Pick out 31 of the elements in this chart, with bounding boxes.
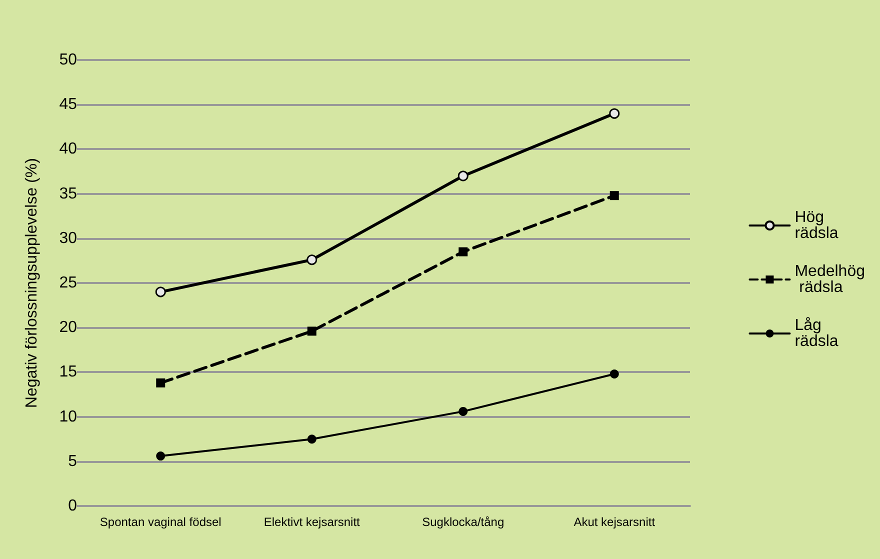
y-tick-label: 20 (59, 319, 78, 336)
y-tick-label: 15 (59, 364, 78, 381)
y-tick-label: 30 (59, 230, 78, 247)
legend-label: Medelhög rädsla (794, 263, 866, 296)
point (609, 108, 620, 119)
y-tick-label: 10 (59, 408, 78, 426)
point (307, 434, 316, 444)
point (458, 247, 468, 256)
point (610, 369, 619, 378)
y-tick-label: 45 (59, 96, 78, 114)
point (156, 452, 166, 461)
y-tick-label: 35 (59, 185, 78, 202)
point (155, 286, 166, 298)
point (307, 326, 316, 336)
y-axis-title: Negativ förlossningsupplevelse (%) (24, 158, 40, 408)
point (306, 254, 318, 266)
x-tick-label: Spontan vaginal födsel (100, 515, 222, 529)
legend-label: Låg rädsla (794, 317, 838, 350)
point (458, 406, 468, 416)
y-tick-label: 25 (59, 274, 78, 292)
legend-label: Hög rädsla (794, 209, 838, 242)
y-tick-label: 50 (59, 52, 78, 68)
y-tick-label: 0 (68, 498, 78, 514)
x-tick-label: Akut kejsarsnitt (574, 515, 656, 529)
point (458, 170, 468, 182)
y-tick-label: 5 (68, 452, 78, 470)
x-tick-label: Elektivt kejsarsnitt (264, 515, 361, 529)
y-tick-label: 40 (59, 140, 78, 158)
x-tick-label: Sugklocka/tång (422, 515, 504, 529)
point (610, 191, 619, 200)
point (156, 378, 166, 388)
